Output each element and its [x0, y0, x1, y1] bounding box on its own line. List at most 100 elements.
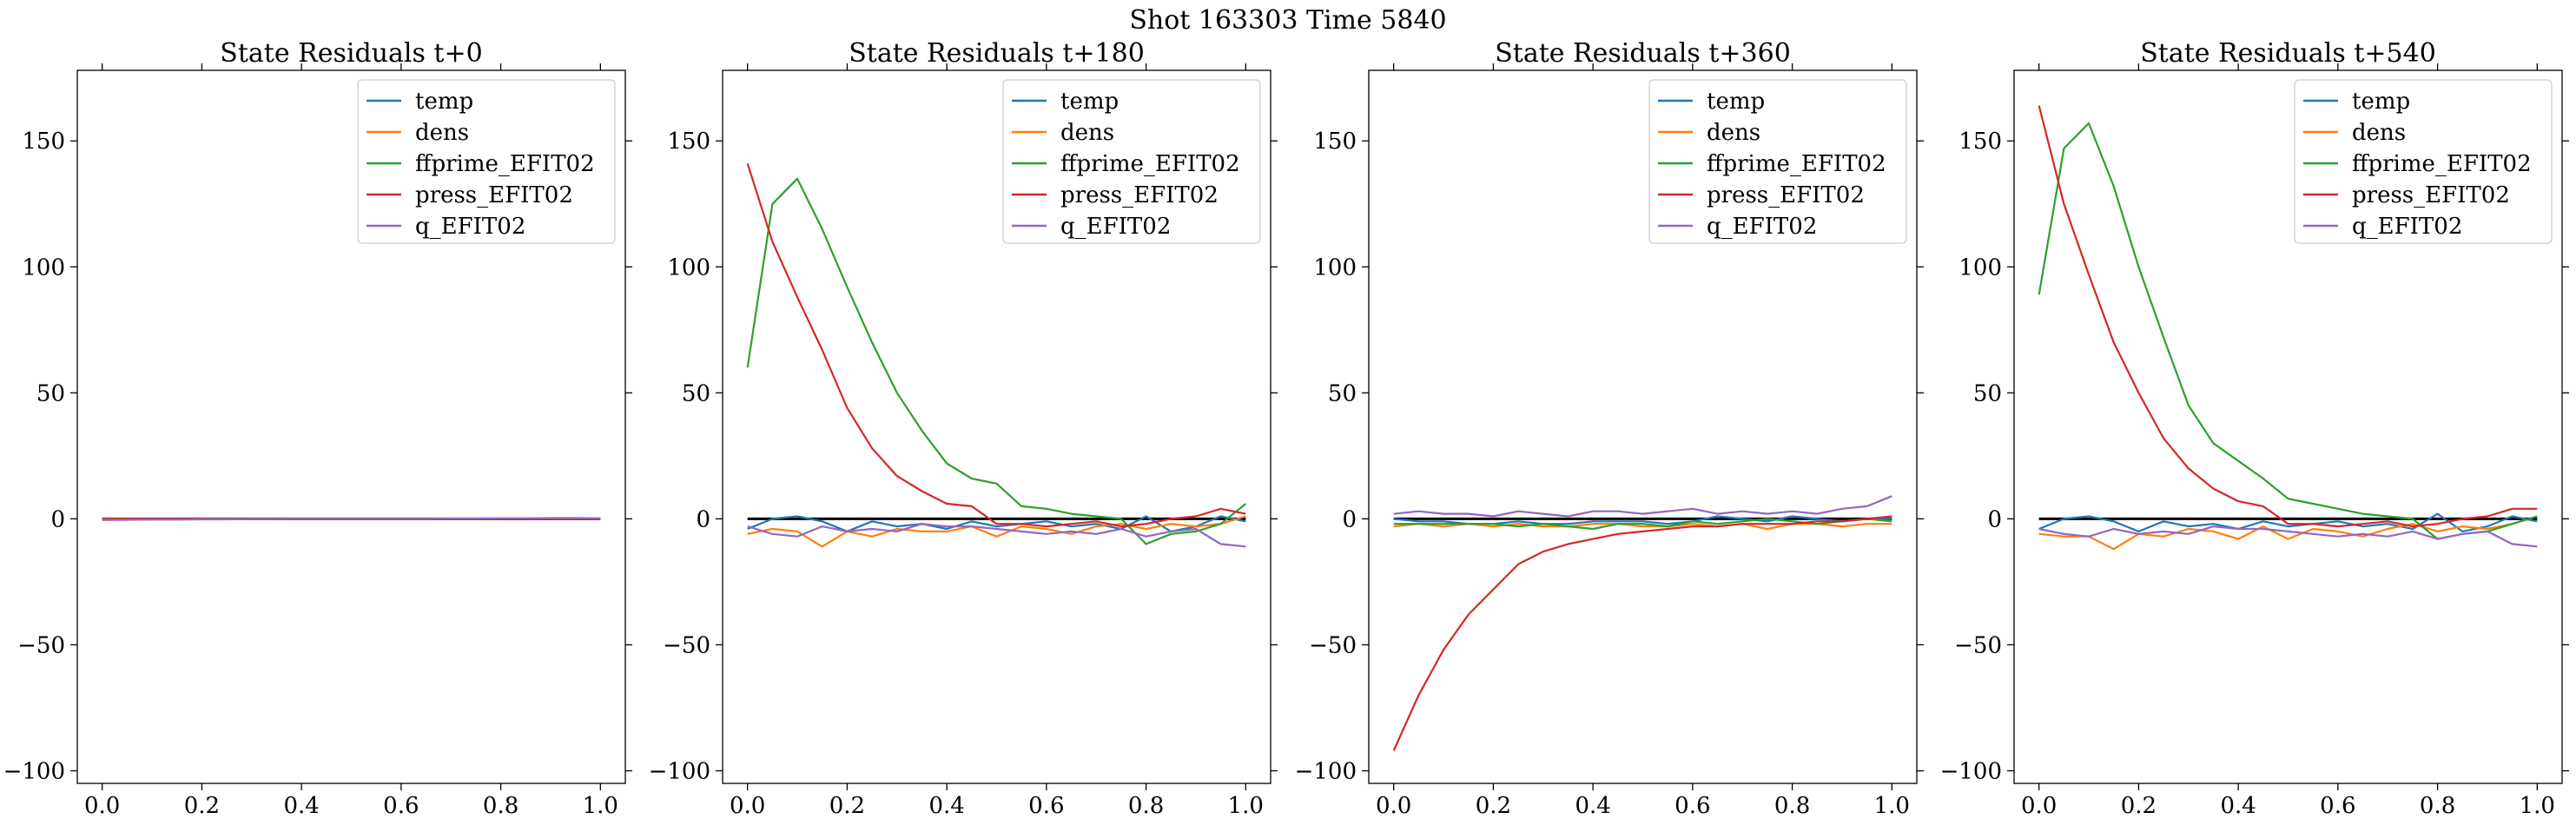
legend: temp dens ffprime_EFIT02 press_EFIT02 q_EFIT… [2294, 79, 2553, 244]
subplot-title: State Residuals t+360 [1495, 38, 1791, 69]
x-tick-label: 0.4 [2220, 793, 2256, 819]
series-line-q_EFIT02 [2038, 525, 2538, 548]
series-line-dens [2038, 515, 2538, 551]
legend-label: temp [2352, 89, 2410, 115]
legend-label: temp [1060, 89, 1119, 115]
y-tick-label: 100 [1313, 254, 1357, 281]
series-line-dens [747, 515, 1246, 548]
legend: temp dens ffprime_EFIT02 press_EFIT02 q_EFIT… [1648, 79, 1907, 244]
series-line-ffprime_EFIT02 [1393, 518, 1892, 531]
legend-label: dens [1060, 120, 1114, 146]
legend-label: ffprime_EFIT02 [1060, 151, 1240, 177]
y-tick-label: −100 [3, 758, 65, 784]
series-line-press_EFIT02 [746, 162, 1246, 528]
series-line-press_EFIT02 [2038, 105, 2538, 528]
series-line-press_EFIT02 [1392, 515, 1892, 751]
legend-label: press_EFIT02 [1707, 182, 1865, 208]
x-tick-label: 0.0 [84, 793, 120, 819]
series-line-q_EFIT02 [747, 523, 1246, 548]
x-tick-label: 1.0 [1874, 793, 1910, 819]
y-tick-label: −100 [1940, 758, 2002, 784]
y-tick-label: 100 [1958, 254, 2002, 281]
x-tick-label: 1.0 [1228, 793, 1264, 819]
series-line-q_EFIT02 [1393, 495, 1892, 518]
subplot-title: State Residuals t+540 [2140, 38, 2436, 69]
legend-label: q_EFIT02 [415, 214, 525, 240]
axes-frame [76, 69, 626, 784]
x-tick-label: 0.4 [928, 793, 964, 819]
legend-label: dens [1707, 120, 1760, 146]
panels: State Residuals t+0 0.0 0.2 0.4 0.6 0.8 1.0 −10… [3, 38, 2569, 819]
y-tick-label: 50 [1328, 380, 1357, 406]
y-tick-label: 50 [682, 380, 710, 406]
y-tick-label: 50 [1973, 380, 2002, 406]
series-line-ffprime_EFIT02 [746, 177, 1246, 545]
y-tick-label: 150 [1313, 129, 1357, 155]
y-tick-label: 100 [667, 254, 710, 281]
legend-label: press_EFIT02 [2352, 182, 2510, 208]
y-tick-label: −50 [663, 632, 710, 658]
x-tick-label: 0.6 [2320, 793, 2355, 819]
legend-label: temp [415, 89, 473, 115]
y-tick-label: 0 [50, 506, 65, 532]
x-tick-label: 0.8 [483, 793, 519, 819]
x-tick-label: 0.6 [1674, 793, 1710, 819]
x-tick-label: 0.2 [184, 793, 220, 819]
subplot-2: State Residuals t+360 0.0 0.2 0.4 0.6 0.8 1.0 −… [1295, 38, 1924, 819]
y-tick-label: −100 [1295, 758, 1357, 784]
axes-frame [1368, 69, 1918, 784]
legend-label: q_EFIT02 [1060, 214, 1171, 240]
subplot-3: State Residuals t+540 0.0 0.2 0.4 0.6 0.8 1.0 −… [1940, 38, 2569, 819]
legend-label: q_EFIT02 [2352, 214, 2462, 240]
legend: temp dens ffprime_EFIT02 press_EFIT02 q_EFIT… [357, 79, 616, 244]
x-tick-label: 1.0 [583, 793, 618, 819]
y-tick-label: 150 [667, 129, 710, 155]
y-tick-label: 0 [1987, 506, 2002, 532]
legend-label: press_EFIT02 [415, 182, 573, 208]
legend-box [1648, 79, 1907, 244]
y-tick-label: 0 [1342, 506, 1357, 532]
legend-label: ffprime_EFIT02 [415, 151, 595, 177]
x-tick-label: 1.0 [2520, 793, 2555, 819]
series-line-temp [2038, 512, 2538, 533]
axes-frame [2013, 69, 2563, 784]
x-tick-label: 0.0 [1376, 793, 1411, 819]
subplot-0: State Residuals t+0 0.0 0.2 0.4 0.6 0.8 1.0 −10… [3, 38, 632, 819]
y-tick-label: 50 [36, 380, 65, 406]
y-tick-label: 150 [22, 129, 65, 155]
x-tick-label: 0.8 [1128, 793, 1164, 819]
y-tick-label: 150 [1958, 129, 2002, 155]
subplot-title: State Residuals t+0 [220, 38, 482, 69]
legend-box [357, 79, 616, 244]
legend-box [1002, 79, 1261, 244]
subplot-title: State Residuals t+180 [849, 38, 1145, 69]
x-tick-label: 0.2 [1476, 793, 1511, 819]
x-tick-label: 0.0 [730, 793, 765, 819]
y-tick-label: 0 [696, 506, 710, 532]
legend-label: dens [415, 120, 469, 146]
axes-frame [722, 69, 1271, 784]
x-tick-label: 0.4 [1575, 793, 1610, 819]
legend-label: ffprime_EFIT02 [2352, 151, 2532, 177]
series-line-q_EFIT02 [102, 517, 601, 521]
legend-label: press_EFIT02 [1060, 182, 1219, 208]
y-tick-label: −100 [649, 758, 710, 784]
y-tick-label: −50 [1309, 632, 1357, 658]
y-tick-label: 100 [22, 254, 65, 281]
legend-label: q_EFIT02 [1707, 214, 1817, 240]
x-tick-label: 0.4 [283, 793, 319, 819]
y-tick-label: −50 [17, 632, 65, 658]
legend-label: dens [2352, 120, 2406, 146]
x-tick-label: 0.6 [1028, 793, 1064, 819]
y-tick-label: −50 [1954, 632, 2002, 658]
x-tick-label: 0.8 [2420, 793, 2455, 819]
x-tick-label: 0.6 [383, 793, 419, 819]
x-tick-label: 0.2 [2121, 793, 2157, 819]
legend-label: temp [1707, 89, 1765, 115]
figure-suptitle: Shot 163303 Time 5840 [1129, 5, 1446, 36]
legend-box [2294, 79, 2553, 244]
legend-label: ffprime_EFIT02 [1707, 151, 1886, 177]
x-tick-label: 0.8 [1774, 793, 1810, 819]
legend: temp dens ffprime_EFIT02 press_EFIT02 q_EFIT… [1002, 79, 1261, 244]
